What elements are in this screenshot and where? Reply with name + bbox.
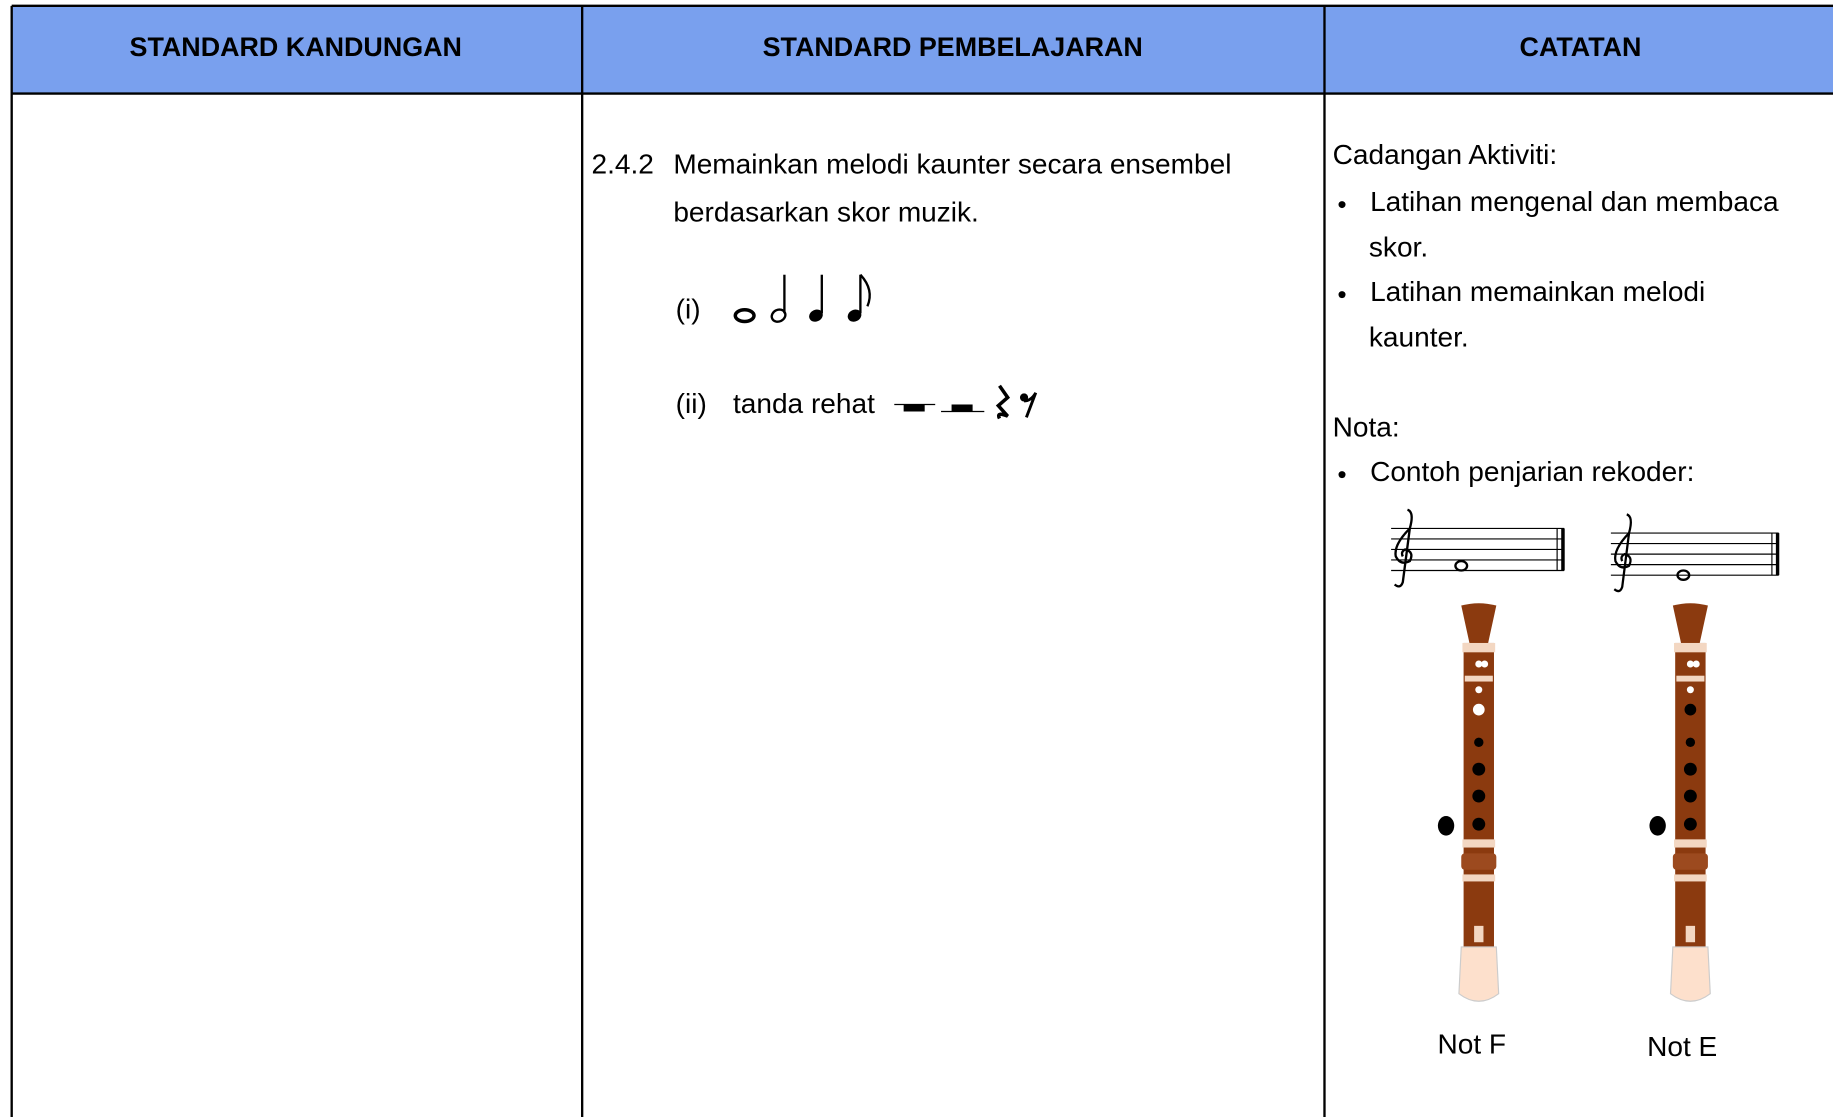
bullet-text: skor. xyxy=(1369,231,1428,262)
sub-text: tanda rehat xyxy=(733,388,875,419)
item-code: 2.4.2 xyxy=(592,148,654,179)
bullet-text: Latihan mengenal dan membaca xyxy=(1370,186,1779,217)
sub-marker: (i) xyxy=(676,293,701,324)
item-text: berdasarkan skor muzik. xyxy=(673,196,979,227)
bullet-text: kaunter. xyxy=(1369,321,1469,352)
column-header: STANDARD PEMBELAJARAN xyxy=(763,32,1143,62)
recorder-f xyxy=(1437,602,1500,1002)
figure-label: Not F xyxy=(1437,1029,1506,1060)
bullet xyxy=(1338,291,1346,299)
notes-heading: Cadangan Aktiviti: xyxy=(1333,139,1558,170)
header-bg xyxy=(11,5,1833,94)
recorder-e xyxy=(1648,602,1711,1002)
note-symbols xyxy=(733,273,871,324)
bullet xyxy=(1338,471,1346,479)
table-borders xyxy=(10,4,1833,1117)
staff-e xyxy=(1609,512,1781,593)
bullet-text: Latihan memainkan melodi xyxy=(1370,276,1705,307)
bullet xyxy=(1338,201,1346,209)
staff-f xyxy=(1389,507,1566,589)
sub-marker: (ii) xyxy=(676,388,707,419)
item-text: Memainkan melodi kaunter secara ensembel xyxy=(673,148,1231,179)
figure-label: Not E xyxy=(1647,1031,1717,1062)
rest-symbols xyxy=(894,384,1038,420)
column-header: STANDARD KANDUNGAN xyxy=(130,32,462,62)
bullet-text: Contoh penjarian rekoder: xyxy=(1370,456,1694,487)
column-header: CATATAN xyxy=(1520,32,1642,62)
notes-heading: Nota: xyxy=(1333,411,1400,442)
